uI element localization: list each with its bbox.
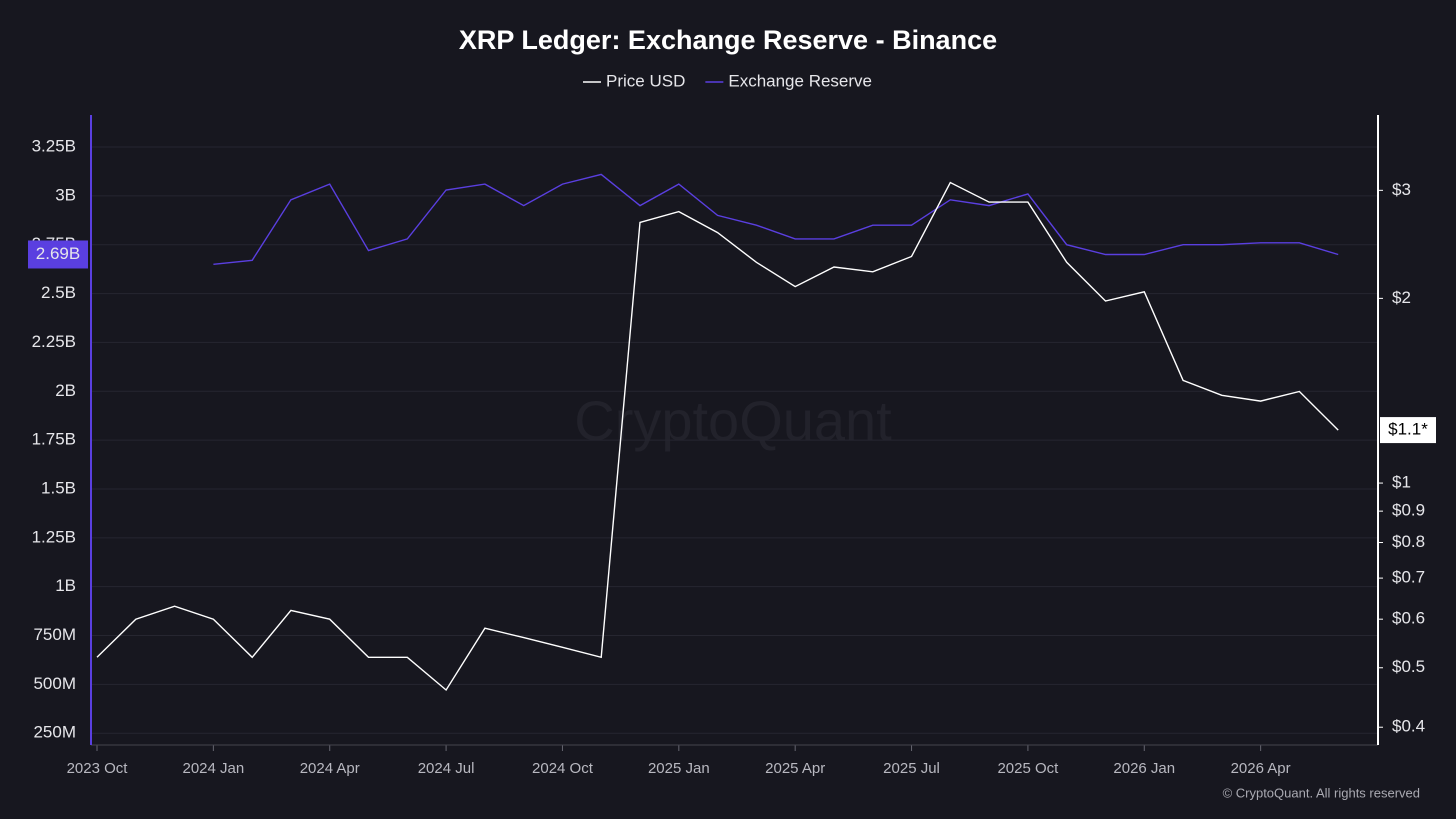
y-tick-label: 3B (55, 185, 76, 204)
x-tick-label: 2024 Jan (182, 760, 244, 777)
y2-tick-label: $0.9 (1392, 501, 1425, 520)
y-tick-label: 500M (33, 674, 76, 693)
y-tick-label: 2B (55, 381, 76, 400)
y2-tick-label: $3 (1392, 180, 1411, 199)
end-badge (1380, 417, 1436, 444)
x-tick-label: 2025 Jan (648, 760, 710, 777)
x-tick-label: 2025 Jul (883, 760, 940, 777)
y-tick-label: 250M (33, 723, 76, 742)
x-tick-label: 2025 Oct (997, 760, 1059, 777)
series-line (96, 181, 1339, 692)
y2-tick-label: $0.8 (1392, 532, 1425, 551)
end-label: 2.69B (36, 244, 80, 263)
y-tick-label: 3.25B (32, 136, 76, 155)
y2-tick-label: $0.4 (1392, 717, 1425, 736)
y-tick-label: 2.25B (32, 332, 76, 351)
x-tick-label: 2024 Oct (532, 760, 594, 777)
y-tick-label: 2.5B (41, 283, 76, 302)
x-tick-label: 2024 Apr (300, 760, 360, 777)
series-line (213, 173, 1339, 265)
end-label: $1.1* (1388, 420, 1428, 439)
y2-tick-label: $1 (1392, 473, 1411, 492)
x-tick-label: 2026 Apr (1231, 760, 1291, 777)
y-tick-label: 1.25B (32, 527, 76, 546)
y-tick-label: 1.75B (32, 430, 76, 449)
y-tick-label: 1B (55, 576, 76, 595)
y2-tick-label: $0.6 (1392, 609, 1425, 628)
x-tick-label: 2023 Oct (67, 760, 129, 777)
y-tick-label: 1.5B (41, 478, 76, 497)
watermark: CryptoQuant (574, 389, 892, 452)
x-tick-label: 2025 Apr (765, 760, 825, 777)
x-tick-label: 2026 Jan (1113, 760, 1175, 777)
y2-tick-label: $0.5 (1392, 657, 1425, 676)
y-tick-label: 750M (33, 625, 76, 644)
x-tick-label: 2024 Jul (418, 760, 475, 777)
chart-title: XRP Ledger: Exchange Reserve - Binance (459, 25, 997, 55)
footer: © CryptoQuant. All rights reserved (1223, 785, 1420, 800)
y2-tick-label: $0.7 (1392, 568, 1425, 587)
legend-label: Exchange Reserve (728, 71, 872, 90)
legend-label: Price USD (606, 71, 685, 90)
y2-tick-label: $2 (1392, 288, 1411, 307)
end-badge (28, 240, 88, 269)
